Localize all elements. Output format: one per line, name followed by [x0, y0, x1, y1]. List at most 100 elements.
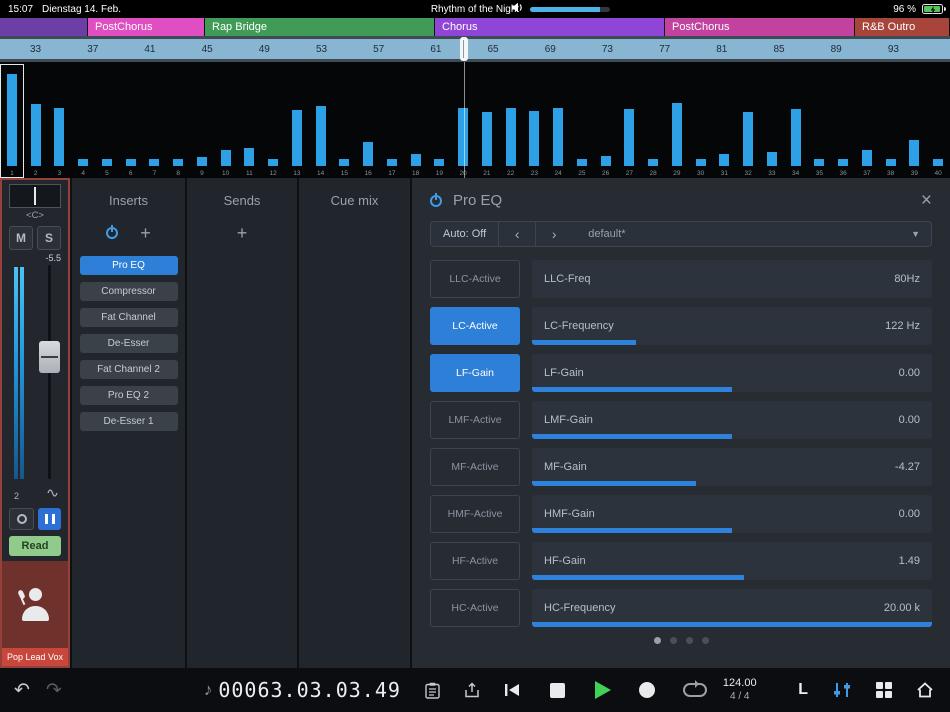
eq-parameter-slider[interactable]: HMF-Gain 0.00 [532, 495, 932, 533]
overview-channel[interactable]: 40 [926, 64, 950, 178]
loop-icon[interactable] [683, 683, 707, 697]
solo-button[interactable]: S [37, 226, 61, 250]
eq-activate-button[interactable]: LC-Active [430, 307, 520, 345]
inserts-power-icon[interactable] [106, 227, 118, 239]
overview-channel[interactable]: 7 [143, 64, 167, 178]
overview-channel[interactable]: 16 [356, 64, 380, 178]
previous-preset-icon[interactable]: ‹ [499, 226, 535, 242]
insert-slot[interactable]: Pro EQ [80, 256, 178, 275]
close-icon[interactable]: × [921, 194, 932, 208]
time-display[interactable]: 00063.03.03.49 [218, 678, 401, 702]
redo-icon[interactable]: ↷ [46, 679, 62, 702]
eq-activate-button[interactable]: LMF-Active [430, 401, 520, 439]
timeline-ruler[interactable]: 33374145495357616569737781858993 [0, 36, 950, 62]
overview-channel[interactable]: 26 [594, 64, 618, 178]
add-send-icon[interactable]: + [237, 225, 248, 241]
overview-channel[interactable]: 9 [190, 64, 214, 178]
insert-slot[interactable]: Fat Channel [80, 308, 178, 327]
next-preset-icon[interactable]: › [536, 226, 572, 242]
overview-channel[interactable]: 32 [736, 64, 760, 178]
insert-slot[interactable]: Pro EQ 2 [80, 386, 178, 405]
add-insert-icon[interactable]: + [140, 225, 151, 241]
pan-control[interactable] [9, 184, 61, 208]
overview-channel[interactable]: 22 [499, 64, 523, 178]
eq-activate-button[interactable]: HF-Active [430, 542, 520, 580]
overview-channel[interactable]: 25 [570, 64, 594, 178]
track-name-label[interactable]: Pop Lead Vox [2, 648, 68, 666]
layout-button[interactable]: L [798, 681, 808, 699]
arrangement-section[interactable] [0, 18, 88, 36]
overview-channel[interactable]: 11 [238, 64, 262, 178]
overview-channel[interactable]: 6 [119, 64, 143, 178]
arrangement-section[interactable]: PostChorus [665, 18, 855, 36]
stop-button[interactable] [550, 683, 565, 698]
return-to-start-icon[interactable] [504, 683, 520, 697]
overview-channel[interactable]: 4 [71, 64, 95, 178]
overview-channel[interactable]: 14 [309, 64, 333, 178]
eq-parameter-slider[interactable]: LC-Frequency 122 Hz [532, 307, 932, 345]
monitor-button[interactable] [38, 508, 61, 530]
fader-handle[interactable] [39, 341, 60, 373]
eq-parameter-slider[interactable]: MF-Gain -4.27 [532, 448, 932, 486]
record-arm-button[interactable] [9, 508, 34, 530]
insert-slot[interactable]: Compressor [80, 282, 178, 301]
grid-view-icon[interactable] [876, 682, 892, 698]
arrangement-section[interactable]: Chorus [435, 18, 665, 36]
overview-channel[interactable]: 2 [24, 64, 48, 178]
eq-parameter-slider[interactable]: LMF-Gain 0.00 [532, 401, 932, 439]
arrangement-section[interactable]: Rap Bridge [205, 18, 435, 36]
home-icon[interactable] [916, 682, 934, 698]
overview-channel[interactable]: 27 [618, 64, 642, 178]
page-dot[interactable] [670, 637, 677, 644]
insert-slot[interactable]: Fat Channel 2 [80, 360, 178, 379]
overview-channel[interactable]: 34 [784, 64, 808, 178]
mixer-view-icon[interactable] [832, 682, 852, 698]
overview-channel[interactable]: 36 [831, 64, 855, 178]
eq-activate-button[interactable]: LLC-Active [430, 260, 520, 298]
export-icon[interactable] [464, 682, 480, 698]
overview-channel[interactable]: 38 [879, 64, 903, 178]
playhead[interactable] [460, 37, 468, 61]
overview-channel[interactable]: 5 [95, 64, 119, 178]
pro-eq-power-icon[interactable] [430, 195, 442, 207]
overview-channel[interactable]: 35 [808, 64, 832, 178]
overview-channel[interactable]: 17 [380, 64, 404, 178]
eq-activate-button[interactable]: LF-Gain [430, 354, 520, 392]
overview-channel[interactable]: 8 [166, 64, 190, 178]
automation-mode-button[interactable]: Read [9, 536, 61, 556]
overview-channel[interactable]: 31 [713, 64, 737, 178]
eq-parameter-slider[interactable]: HC-Frequency 20.00 k [532, 589, 932, 627]
eq-activate-button[interactable]: MF-Active [430, 448, 520, 486]
overview-channel[interactable]: 29 [665, 64, 689, 178]
overview-channel[interactable]: 39 [903, 64, 927, 178]
overview-channel[interactable]: 1 [0, 64, 24, 178]
page-dot[interactable] [702, 637, 709, 644]
page-dot[interactable] [654, 637, 661, 644]
overview-channel[interactable]: 15 [333, 64, 357, 178]
overview-channel[interactable]: 10 [214, 64, 238, 178]
overview-channel[interactable]: 19 [428, 64, 452, 178]
preset-name[interactable]: default* [588, 228, 625, 240]
undo-icon[interactable]: ↶ [14, 679, 30, 702]
eq-activate-button[interactable]: HMF-Active [430, 495, 520, 533]
overview-channel[interactable]: 12 [261, 64, 285, 178]
eq-parameter-slider[interactable]: LLC-Freq 80Hz [532, 260, 932, 298]
page-dot[interactable] [686, 637, 693, 644]
overview-channel[interactable]: 21 [475, 64, 499, 178]
record-button[interactable] [639, 682, 655, 698]
overview-channel[interactable]: 30 [689, 64, 713, 178]
overview-channel[interactable]: 18 [404, 64, 428, 178]
automation-toggle[interactable]: Auto: Off [431, 228, 498, 240]
arrangement-section[interactable]: PostChorus [88, 18, 205, 36]
arrangement-section[interactable]: R&B Outro [855, 18, 950, 36]
overview-channel[interactable]: 23 [523, 64, 547, 178]
insert-slot[interactable]: De-Esser 1 [80, 412, 178, 431]
tempo-display[interactable]: 124.00 4 / 4 [723, 677, 757, 703]
eq-parameter-slider[interactable]: HF-Gain 1.49 [532, 542, 932, 580]
overview-channel[interactable]: 37 [855, 64, 879, 178]
preset-dropdown-caret-icon[interactable]: ▼ [911, 229, 931, 239]
overview-channel[interactable]: 28 [641, 64, 665, 178]
play-button[interactable] [595, 681, 611, 699]
overview-channel[interactable]: 13 [285, 64, 309, 178]
mute-button[interactable]: M [9, 226, 33, 250]
